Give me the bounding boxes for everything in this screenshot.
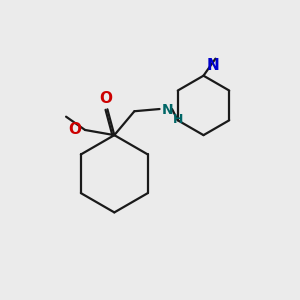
Text: N: N: [162, 103, 174, 117]
Text: O: O: [68, 122, 82, 137]
Text: H: H: [173, 113, 183, 127]
Text: N: N: [206, 58, 219, 73]
Text: O: O: [99, 91, 112, 106]
